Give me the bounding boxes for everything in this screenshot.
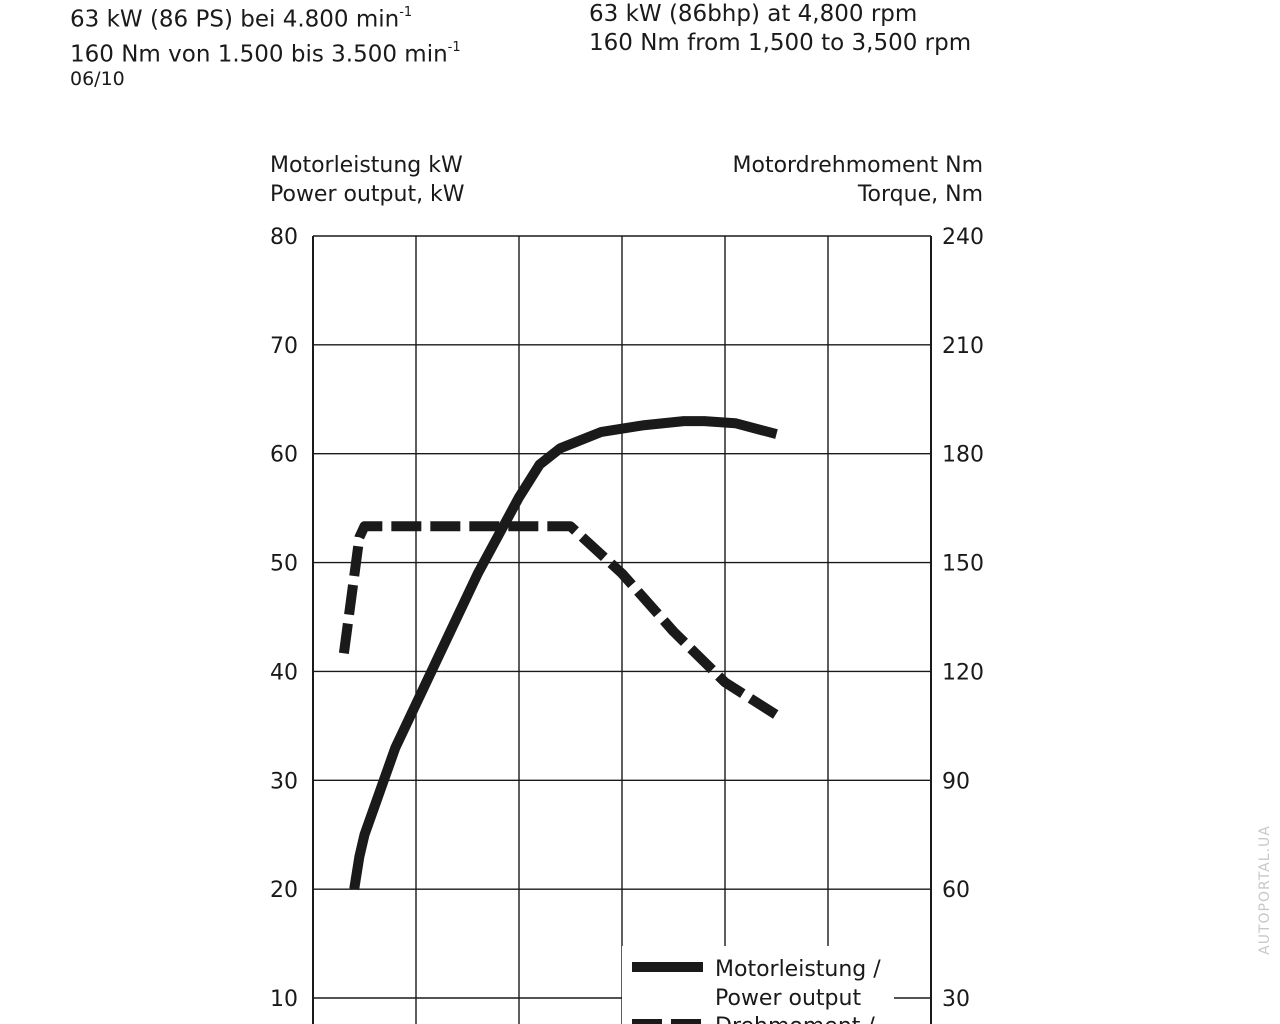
left-tick-label-80: 80 [270,225,298,250]
document-date: 06/10 [70,68,125,90]
power-curve [349,416,778,890]
spec-english: 63 kW (86bhp) at 4,800 rpm 160 Nm from 1… [589,0,971,58]
left-axis-title-de: Motorleistung kW [270,153,463,178]
left-tick-label-10: 10 [270,987,298,1012]
right-axis-title-de: Motordrehmoment Nm [733,153,984,178]
right-axis-title-en: Torque, Nm [857,182,983,207]
right-tick-label-30: 30 [942,987,970,1012]
spec-torque-en: 160 Nm from 1,500 to 3,500 rpm [589,30,972,56]
right-tick-label-150: 150 [942,552,984,577]
left-tick-label-50: 50 [270,552,298,577]
legend-label-torque-line1: Drehmoment / [715,1014,875,1024]
axis-labels: Motorleistung kW Power output, kW Motord… [270,153,983,207]
torque-curve [338,521,780,720]
right-tick-label-180: 180 [942,443,984,468]
spec-power-en: 63 kW (86bhp) at 4,800 rpm [589,1,918,27]
right-tick-label-120: 120 [942,660,984,685]
left-tick-label-70: 70 [270,334,298,359]
chart-grid [312,235,932,1024]
right-tick-label-240: 240 [942,225,984,250]
tick-labels: 80 70 60 50 40 30 20 10 240 210 180 150 120 90 60 30 [270,225,984,1012]
left-tick-label-20: 20 [270,878,298,903]
left-axis-title-en: Power output, kW [270,182,465,207]
right-tick-label-60: 60 [942,878,970,903]
watermark-logo: AUTOPORTAL.UA [1257,825,1273,955]
spec-torque-de: 160 Nm von 1.500 bis 3.500 min-1 [70,39,461,68]
series-lines [338,416,780,890]
right-tick-label-210: 210 [942,334,984,359]
right-tick-label-90: 90 [942,769,970,794]
spec-power-de: 63 kW (86 PS) bei 4.800 min-1 [70,5,413,33]
legend-label-power-line1: Motorleistung / [715,957,881,982]
left-tick-label-40: 40 [270,660,298,685]
left-tick-label-30: 30 [270,769,298,794]
legend-label-power-line2: Power output [715,986,861,1011]
watermark-text: AUTOPORTAL.UA [1257,825,1273,955]
legend-background [622,946,894,1024]
left-tick-label-60: 60 [270,443,298,468]
spec-german: 63 kW (86 PS) bei 4.800 min-1 160 Nm von… [70,0,461,69]
chart-legend: Motorleistung / Power output Drehmoment … [622,946,894,1024]
